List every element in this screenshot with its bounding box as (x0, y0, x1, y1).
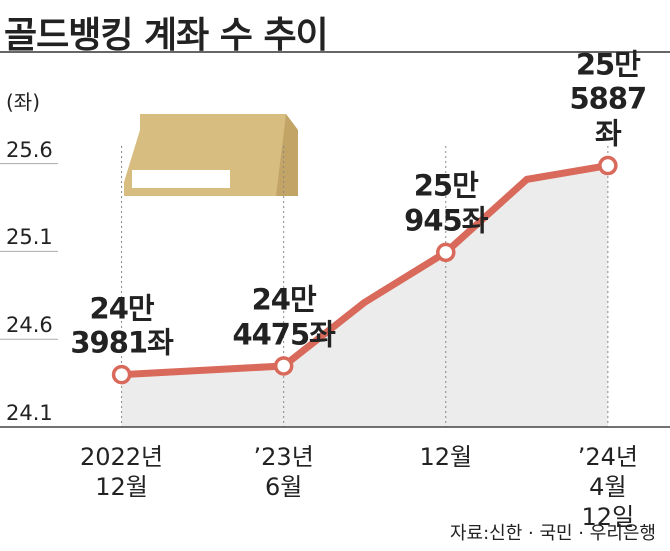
y-unit: (좌) (6, 90, 41, 114)
area (121, 165, 608, 427)
source: 자료:신한 · 국민 · 우리은행 (450, 523, 656, 544)
y-tick-label: 25.1 (6, 225, 53, 250)
y-tick-label: 24.1 (6, 401, 53, 425)
value-label: 25만 945좌 (404, 168, 488, 238)
x-tick-label: 2022년 12월 (79, 443, 164, 501)
y-tick-label: 25.6 (6, 137, 53, 162)
value-label: 25만 5887좌 (569, 47, 648, 151)
x-tick-label: 12월 (419, 443, 473, 471)
line (121, 162, 609, 379)
value-label: 24만 4475좌 (232, 282, 335, 352)
marker (273, 356, 294, 376)
y-tick-label: 24.6 (6, 313, 53, 338)
marker (111, 364, 132, 385)
x-tick-label: ’23년 6월 (253, 443, 314, 501)
chart-title: 골드뱅킹 계좌 수 추이 (4, 15, 329, 56)
gold-card-icon (124, 114, 298, 196)
x-tick-label: ’24년 4월 12일 (577, 443, 638, 531)
marker (436, 242, 456, 263)
marker (598, 155, 618, 176)
value-label: 24만 3981좌 (70, 291, 173, 360)
